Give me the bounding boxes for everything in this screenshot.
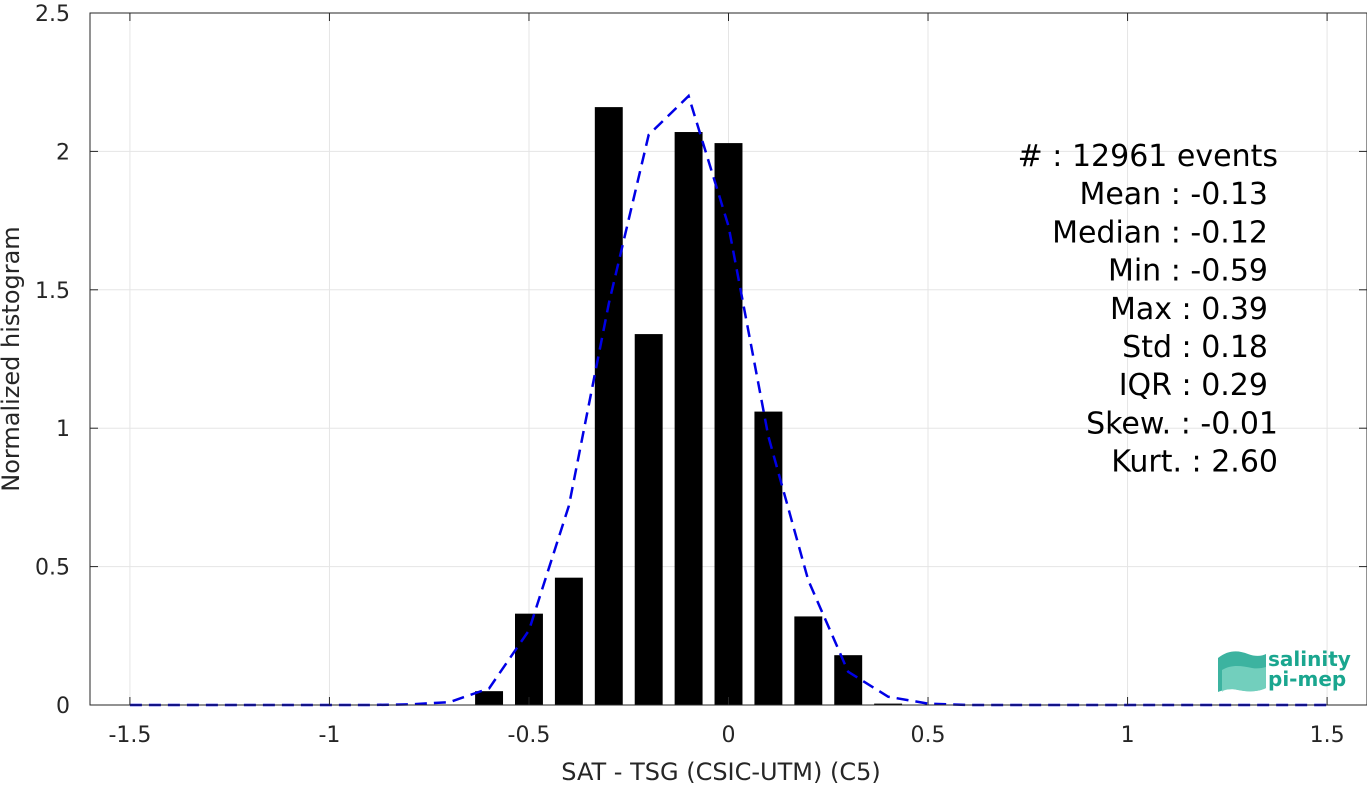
x-tick-labels: -1.5 -1 -0.5 0 0.5 1 1.5 (108, 723, 1344, 748)
logo-line1: salinity (1268, 647, 1351, 671)
histogram-bar (834, 655, 863, 705)
histogram-bar (754, 411, 783, 705)
x-tick-label: -1 (318, 723, 340, 748)
logo-wave-shade (1222, 666, 1266, 692)
x-axis-label: SAT - TSG (CSIC-UTM) (C5) (561, 758, 880, 785)
y-tick-label: 1 (56, 417, 70, 442)
histogram-bar (874, 703, 903, 705)
y-tick-label: 0.5 (35, 556, 70, 581)
x-tick-label: 1.5 (1310, 723, 1345, 748)
y-tick-label: 0 (56, 694, 70, 719)
y-tick-label: 2 (56, 140, 70, 165)
y-axis-label: Normalized histogram (0, 226, 25, 491)
stats-line: Skew. : -0.01 (1086, 406, 1278, 441)
histogram-bar (554, 577, 583, 705)
histogram-bar (475, 691, 504, 705)
logo-line2: pi-mep (1268, 667, 1346, 691)
x-tick-label: -1.5 (108, 723, 151, 748)
stats-line: Mean : -0.13 (1079, 177, 1268, 212)
stats-line: IQR : 0.29 (1119, 368, 1268, 403)
stats-line: Kurt. : 2.60 (1111, 445, 1278, 480)
histogram-bars (475, 107, 903, 706)
y-tick-label: 1.5 (35, 279, 70, 304)
y-tick-labels: 0 0.5 1 1.5 2 2.5 (35, 2, 70, 719)
stats-line: Median : -0.12 (1052, 215, 1268, 250)
histogram-bar (594, 107, 623, 705)
stats-line: Max : 0.39 (1110, 292, 1268, 327)
histogram-bar (714, 143, 743, 705)
x-tick-label: -0.5 (508, 723, 551, 748)
stats-line: # : 12961 events (1018, 139, 1278, 174)
histogram-bar (674, 132, 703, 706)
y-tick-label: 2.5 (35, 2, 70, 27)
stats-line: Min : -0.59 (1108, 254, 1268, 289)
histogram-bar (794, 616, 823, 705)
histogram-bar (515, 613, 543, 705)
stats-line: Std : 0.18 (1122, 330, 1268, 365)
x-tick-label: 0 (722, 723, 736, 748)
x-tick-label: 0.5 (911, 723, 946, 748)
x-tick-label: 1 (1121, 723, 1135, 748)
histogram-bar (634, 334, 663, 705)
axes (89, 12, 1367, 706)
salinity-pimep-logo: salinity pi-mep (1218, 647, 1351, 692)
